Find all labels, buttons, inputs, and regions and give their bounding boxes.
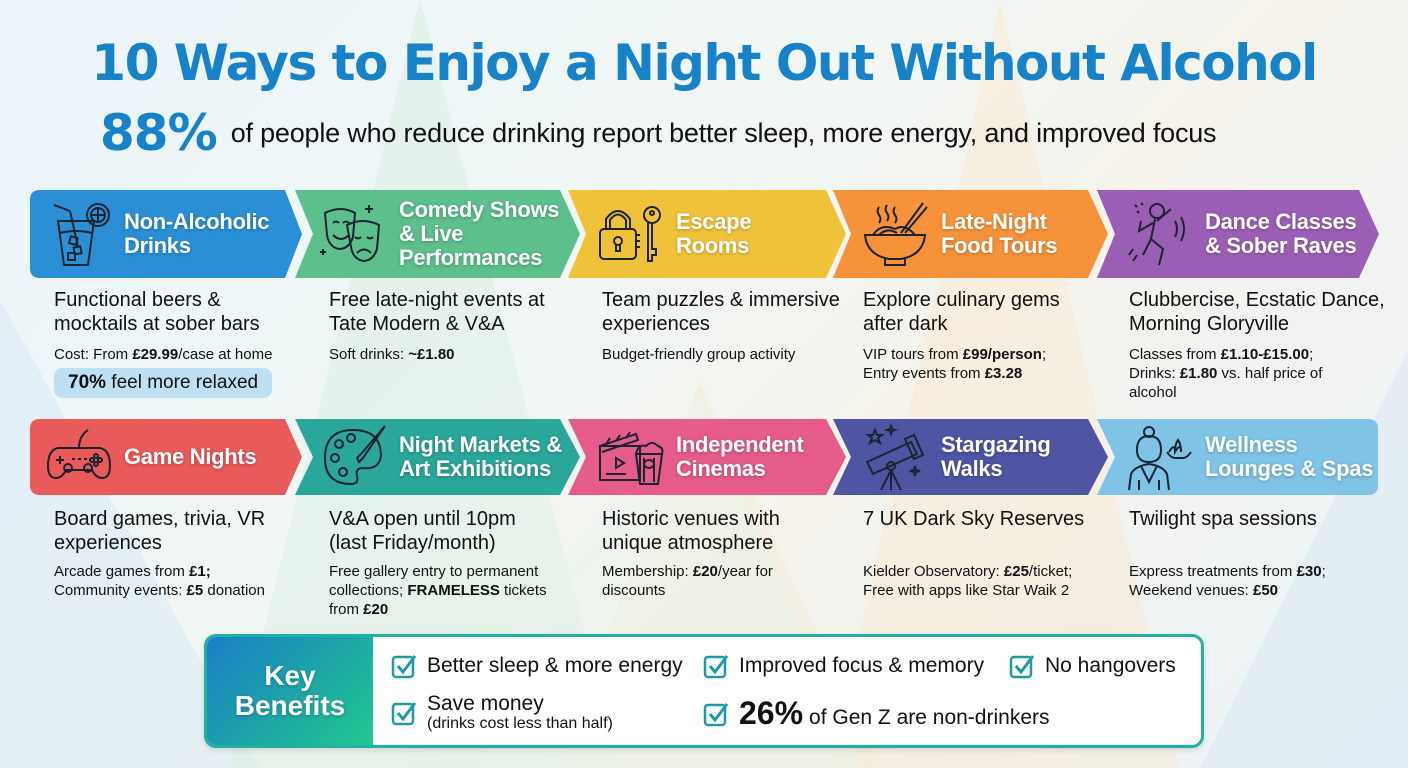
activity-detail: Arcade games from £1; Community events: …: [54, 563, 265, 599]
telescope-icon: [865, 422, 925, 491]
benefit-item: Save money (drinks cost less than half): [391, 693, 613, 732]
headline-stat: 88%: [100, 104, 218, 162]
activity-description: Board games, trivia, VR experiences: [54, 508, 266, 554]
activity-card-dance-classes: Dance Classes & Sober Raves Clubbercise,…: [1097, 190, 1387, 410]
headline-stat-text: of people who reduce drinking report bet…: [230, 117, 1217, 148]
dancer-icon: [1128, 202, 1185, 266]
activity-title: Late-Night Food Tours: [941, 209, 1058, 258]
activity-title: Comedy Shows & Live Performances: [399, 197, 560, 270]
checkbox-checked-icon: [703, 655, 729, 679]
paint-palette-icon: [323, 425, 386, 486]
activity-card-independent-cinemas: Independent Cinemas Historic venues with…: [568, 419, 848, 629]
activity-card-food-tours: Late-Night Food Tours Explore culinary g…: [833, 190, 1113, 410]
activity-detail: Membership: £20/year for discounts: [602, 563, 773, 599]
game-controller-icon: [46, 429, 112, 480]
subtitle: 88% of people who reduce drinking report…: [100, 104, 1217, 162]
activity-card-night-markets: Night Markets & Art Exhibitions V&A open…: [295, 419, 580, 629]
benefit-item: 26% of Gen Z are non-drinkers: [703, 695, 1050, 732]
activity-description: Historic venues with unique atmosphere: [602, 508, 780, 554]
page-title: 10 Ways to Enjoy a Night Out Without Alc…: [91, 34, 1318, 92]
noodle-bowl-icon: [863, 202, 928, 266]
activity-title: Wellness Lounges & Spas: [1205, 432, 1374, 481]
activity-detail: Kielder Observatory: £25/ticket; Free wi…: [863, 563, 1073, 599]
activity-title: Non-Alcoholic Drinks: [124, 209, 270, 258]
activity-description: 7 UK Dark Sky Reserves: [863, 508, 1085, 530]
activity-description: Clubbercise, Ecstatic Dance, Morning Glo…: [1129, 289, 1385, 335]
key-benefits-heading: Key Benefits: [207, 637, 373, 745]
theater-masks-icon: [320, 205, 381, 263]
checkbox-checked-icon: [391, 655, 417, 679]
activity-title: Independent Cinemas: [676, 432, 804, 481]
cocktail-glass-icon: [53, 203, 110, 266]
highlight-stat-badge: 70% feel more relaxed: [54, 368, 273, 398]
activity-card-wellness-lounges: Wellness Lounges & Spas Twilight spa ses…: [1097, 419, 1387, 629]
checkbox-checked-icon: [1009, 655, 1035, 679]
activity-detail: Budget-friendly group activity: [602, 346, 796, 363]
clapperboard-popcorn-icon: [599, 431, 664, 485]
benefit-item: Better sleep & more energy: [391, 653, 683, 679]
activity-title: Escape Rooms: [676, 209, 752, 258]
activity-card-stargazing-walks: Stargazing Walks 7 UK Dark Sky Reserves …: [833, 419, 1113, 629]
activity-title: Game Nights: [124, 444, 257, 469]
activity-detail: VIP tours from £99/person; Entry events …: [863, 346, 1047, 382]
activity-description: Explore culinary gems after dark: [863, 289, 1060, 335]
checkbox-checked-icon: [703, 702, 729, 726]
benefit-item: No hangovers: [1009, 653, 1176, 679]
activity-description: Twilight spa sessions: [1129, 508, 1317, 530]
activity-description: Functional beers & mocktails at sober ba…: [54, 289, 260, 335]
activity-title: Stargazing Walks: [941, 432, 1051, 481]
activity-description: Free late-night events at Tate Modern & …: [329, 289, 545, 335]
benefits-list: Better sleep & more energy Improved focu…: [373, 637, 1201, 745]
activity-title: Dance Classes & Sober Raves: [1205, 209, 1357, 258]
spa-person-lotus-icon: [1128, 426, 1192, 491]
key-benefits-panel: Key Benefits Better sleep & more energy …: [204, 634, 1204, 748]
activity-description: V&A open until 10pm (last Friday/month): [329, 508, 516, 554]
activity-card-non-alcoholic-drinks: Non-Alcoholic Drinks Functional beers & …: [30, 190, 310, 410]
activity-card-comedy-shows: Comedy Shows & Live Performances Free la…: [295, 190, 580, 410]
checkbox-checked-icon: [391, 701, 417, 725]
padlock-key-icon: [599, 206, 661, 262]
activity-detail: Classes from £1.10-£15.00; Drinks: £1.80…: [1129, 346, 1323, 401]
activity-card-game-nights: Game Nights Board games, trivia, VR expe…: [30, 419, 310, 629]
activity-detail: Cost: From £29.99/case at home: [54, 346, 273, 363]
activity-detail: Express treatments from £30; Weekend ven…: [1129, 563, 1326, 599]
activity-title: Night Markets & Art Exhibitions: [399, 432, 562, 481]
activity-card-escape-rooms: Escape Rooms Team puzzles & immersive ex…: [568, 190, 848, 410]
activity-description: Team puzzles & immersive experiences: [602, 289, 840, 335]
activity-detail: Free gallery entry to permanent collecti…: [329, 563, 547, 618]
activity-detail: Soft drinks: ~£1.80: [329, 346, 455, 363]
benefit-item: Improved focus & memory: [703, 653, 984, 679]
